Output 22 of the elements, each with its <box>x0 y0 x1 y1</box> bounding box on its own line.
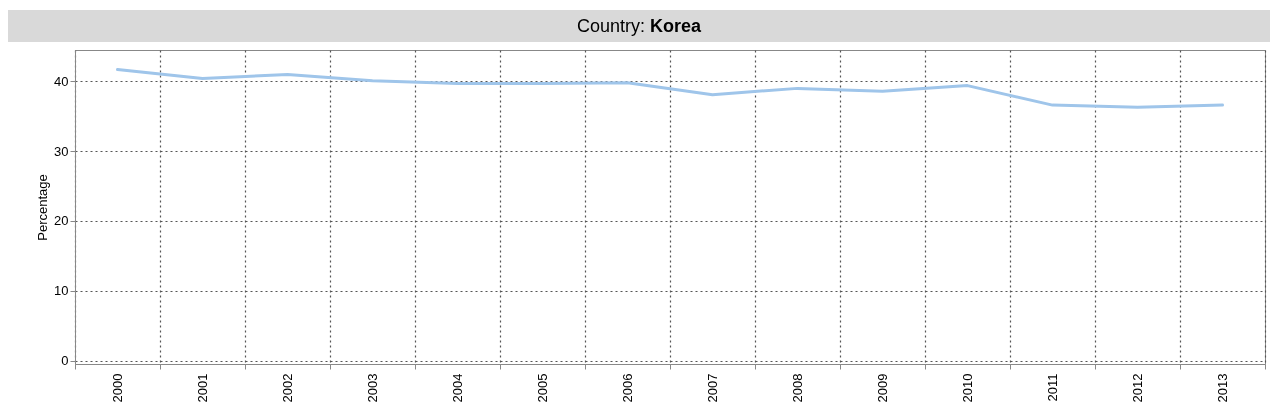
y-tick-label: 0 <box>61 353 69 369</box>
x-tick-label: 2000 <box>110 373 125 403</box>
x-tick-label: 2008 <box>790 373 805 403</box>
x-tick-label: 2004 <box>450 373 465 403</box>
y-tick-label: 30 <box>54 143 69 159</box>
x-tick-label: 2013 <box>1215 373 1230 403</box>
y-tick-label: 40 <box>54 73 69 89</box>
x-tick-label: 2001 <box>195 373 210 403</box>
x-tick-label: 2003 <box>365 373 380 403</box>
y-tick-label: 20 <box>54 213 69 229</box>
x-tick-label: 2006 <box>620 373 635 403</box>
x-tick-label: 2007 <box>705 373 720 403</box>
y-axis-title: Percentage <box>35 174 51 241</box>
x-tick-label: 2009 <box>875 373 890 403</box>
x-tick-label: 2011 <box>1045 373 1060 402</box>
x-tick-label: 2010 <box>960 373 975 403</box>
line-series <box>116 68 1224 109</box>
x-tick-label: 2012 <box>1130 373 1145 403</box>
x-tick-label: 2005 <box>535 373 550 403</box>
y-tick-label: 10 <box>54 283 69 299</box>
chart-title: Country: Korea <box>8 10 1270 42</box>
x-tick-label: 2002 <box>280 373 295 403</box>
